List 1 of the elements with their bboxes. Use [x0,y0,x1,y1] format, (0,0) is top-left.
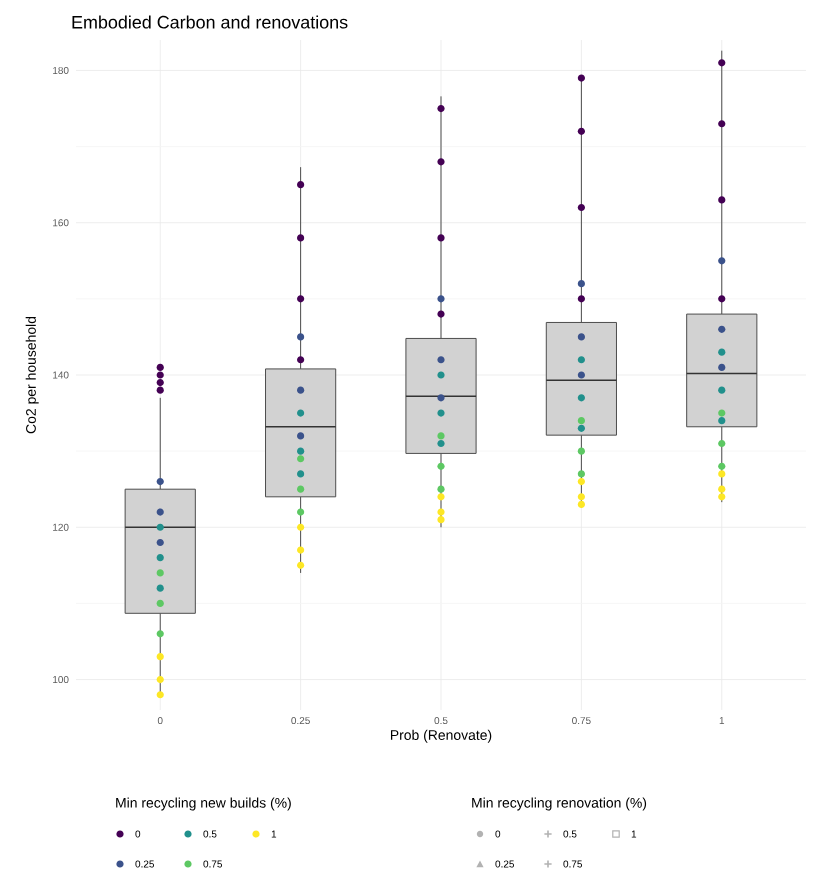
chart-title: Embodied Carbon and renovations [72,15,348,29]
